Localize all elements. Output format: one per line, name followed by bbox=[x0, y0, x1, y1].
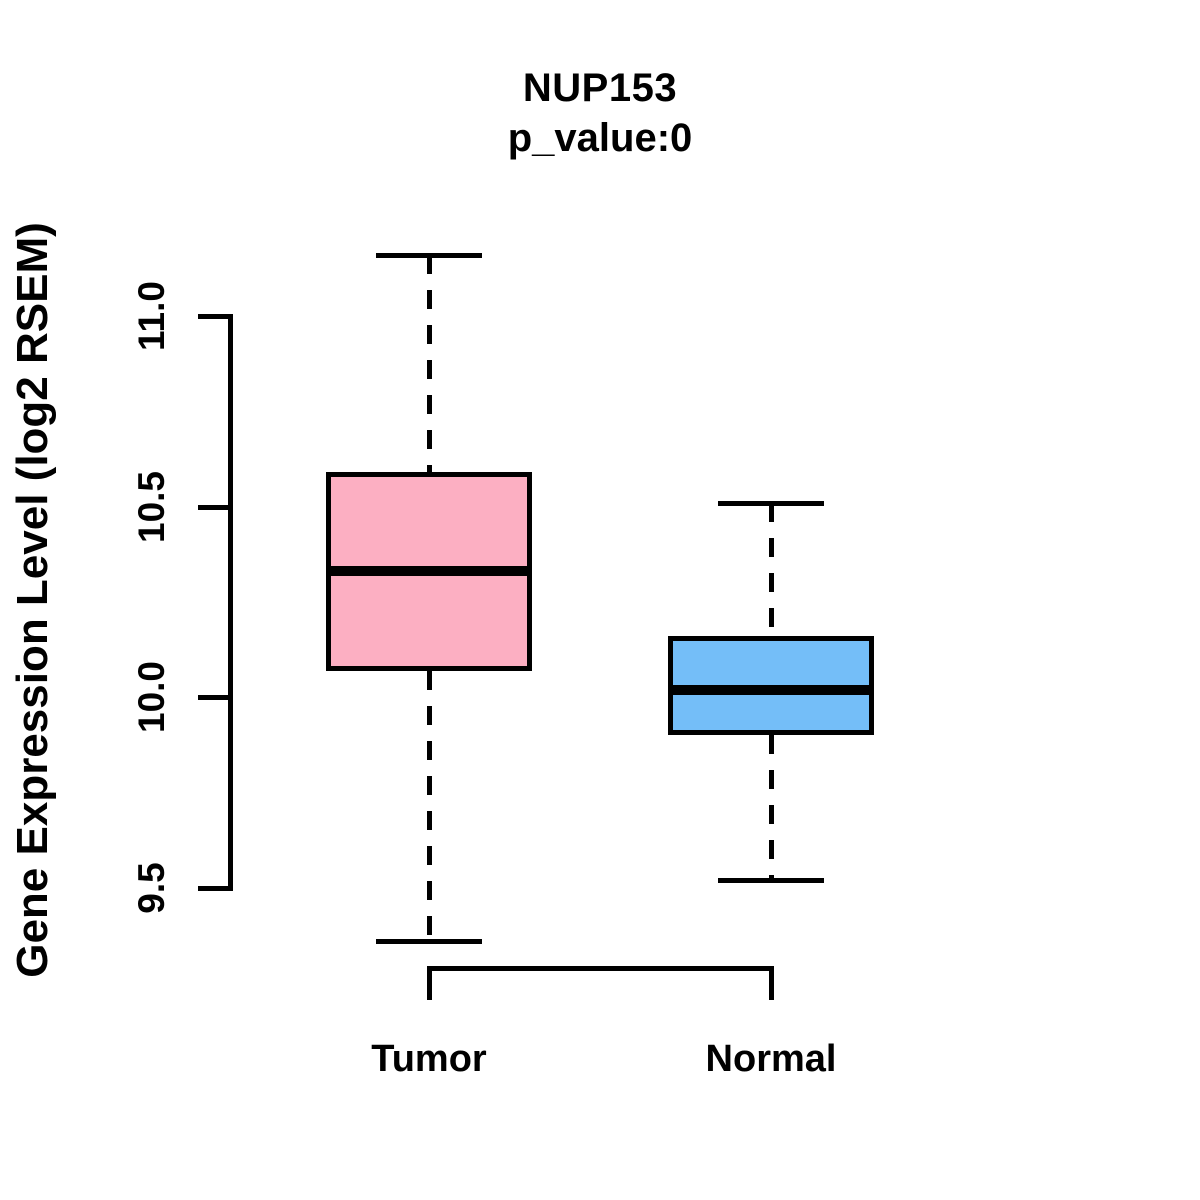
whisker-lower-tumor bbox=[427, 670, 432, 942]
y-tick bbox=[198, 504, 228, 510]
y-tick bbox=[198, 695, 228, 701]
x-tick-normal bbox=[769, 966, 774, 1000]
chart-subtitle: p_value:0 bbox=[507, 116, 693, 160]
y-tick-label-text: 9.5 bbox=[131, 862, 172, 914]
chart-title: NUP153 bbox=[522, 66, 678, 110]
whisker-cap-lower-tumor bbox=[376, 939, 482, 945]
whisker-cap-upper-tumor bbox=[376, 252, 482, 258]
median-line-tumor bbox=[326, 566, 532, 577]
category-label-tumor: Tumor bbox=[371, 1038, 487, 1080]
x-tick-tumor bbox=[427, 966, 432, 1000]
whisker-cap-lower-normal bbox=[718, 878, 824, 884]
y-tick-label-text: 10.0 bbox=[131, 661, 172, 734]
category-label-normal: Normal bbox=[705, 1038, 837, 1080]
whisker-upper-tumor bbox=[427, 254, 432, 473]
y-tick bbox=[198, 314, 228, 319]
y-axis-line bbox=[228, 314, 233, 891]
y-tick bbox=[198, 885, 228, 891]
median-line-normal bbox=[668, 684, 874, 695]
whisker-upper-normal bbox=[769, 502, 774, 637]
x-axis-line bbox=[427, 966, 774, 971]
whisker-cap-upper-normal bbox=[718, 500, 824, 506]
whisker-lower-normal bbox=[769, 735, 774, 881]
y-tick-label-text: 10.5 bbox=[131, 470, 172, 543]
y-tick-label-text: 11.0 bbox=[131, 281, 172, 351]
y-axis-title-text: Gene Expression Level (log2 RSEM) bbox=[8, 222, 57, 978]
